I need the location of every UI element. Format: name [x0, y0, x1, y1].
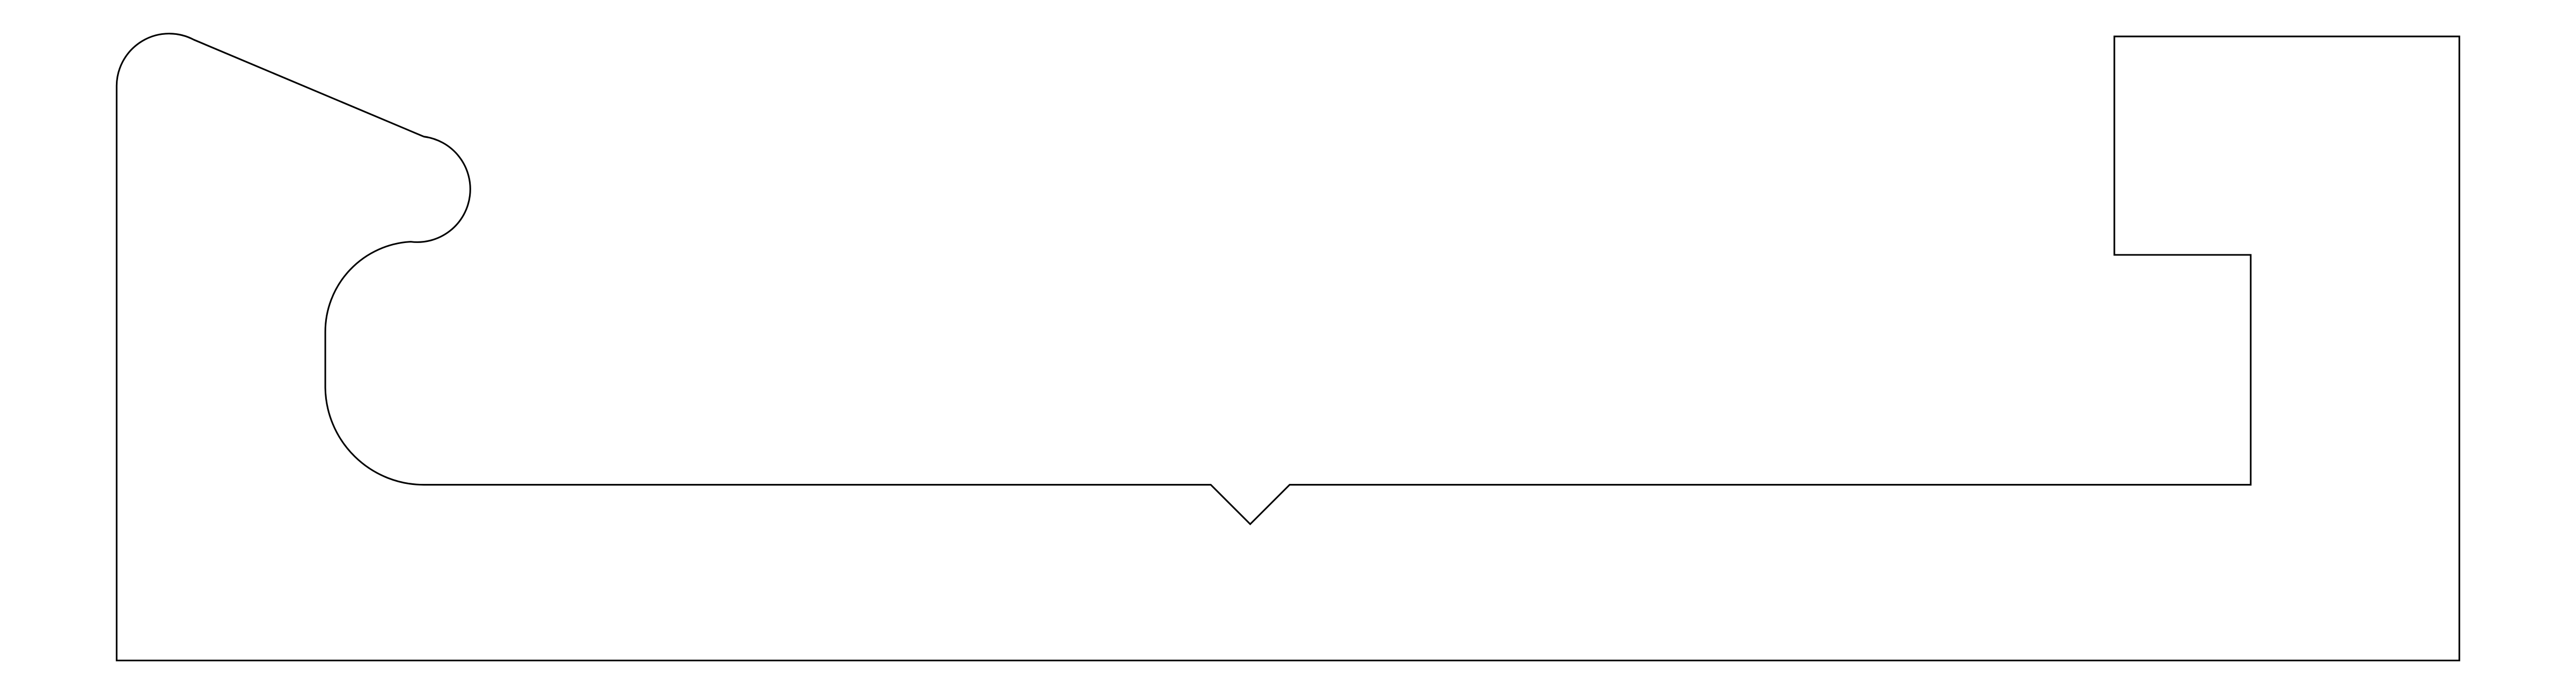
- profile-outline: [115, 33, 2461, 661]
